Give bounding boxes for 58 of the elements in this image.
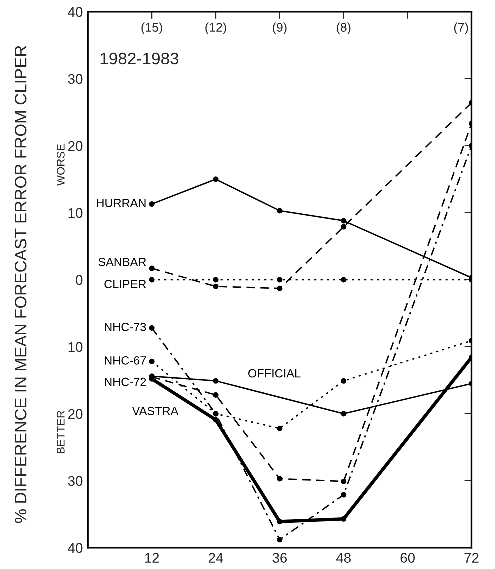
point xyxy=(277,426,283,432)
point xyxy=(277,286,283,292)
text: 1982-1983 xyxy=(100,52,179,65)
point xyxy=(341,478,347,484)
annotation: (8) xyxy=(337,22,351,34)
point xyxy=(149,325,155,331)
y-tick-label: 10 xyxy=(68,208,83,218)
point xyxy=(277,537,283,543)
point xyxy=(277,208,283,214)
text: BETTER xyxy=(57,411,65,454)
y-tick-label: 40 xyxy=(68,543,83,554)
point xyxy=(213,176,219,182)
y-tick-label: 40 xyxy=(68,7,83,18)
series-label: VASTRA xyxy=(132,407,179,416)
y-tick-label: 0 xyxy=(76,275,83,286)
point xyxy=(149,201,155,208)
point xyxy=(341,516,347,522)
point xyxy=(277,519,283,525)
text: WORSE xyxy=(56,144,65,186)
series-label: SANBAR xyxy=(98,258,146,266)
x-tick-label: 48 xyxy=(336,553,351,564)
annotation: (12) xyxy=(206,22,226,34)
y-tick-label: 20 xyxy=(68,141,83,152)
point xyxy=(277,476,283,482)
y-tick-label: 30 xyxy=(68,74,83,84)
series-label: OFFICIAL xyxy=(248,369,301,378)
point xyxy=(213,284,219,290)
point xyxy=(341,218,347,224)
series-label: NHC-72 xyxy=(105,378,146,386)
point xyxy=(213,392,219,398)
annotation: (15) xyxy=(142,22,162,34)
point xyxy=(341,224,347,230)
y-tick-label: 30 xyxy=(68,476,83,486)
point xyxy=(277,277,283,283)
series-label: NHC-73 xyxy=(105,322,146,332)
x-tick-label: 24 xyxy=(208,553,224,563)
point xyxy=(341,492,347,498)
point xyxy=(341,411,347,417)
series-label: CLIPER xyxy=(104,280,146,288)
point xyxy=(341,277,347,283)
x-tick-label: 72 xyxy=(464,553,479,563)
x-tick-label: 60 xyxy=(400,553,415,564)
point xyxy=(213,417,219,423)
x-tick-label: 36 xyxy=(272,553,288,564)
y-tick-label: 10 xyxy=(68,342,83,352)
point xyxy=(341,378,347,384)
point xyxy=(149,266,155,272)
annotation: (9) xyxy=(273,22,287,34)
series-label: NHC-67 xyxy=(105,356,146,365)
point xyxy=(213,378,219,384)
annotation: (7) xyxy=(454,22,468,34)
series-label: HURRAN xyxy=(97,199,146,208)
point xyxy=(149,358,155,364)
y-axis-title: % DIFFERENCE IN MEAN FORECAST ERROR FROM CLIPER xyxy=(14,46,27,524)
y-tick-label: 20 xyxy=(68,409,83,420)
x-tick-label: 12 xyxy=(145,553,160,563)
point xyxy=(213,277,219,283)
point xyxy=(149,277,155,283)
